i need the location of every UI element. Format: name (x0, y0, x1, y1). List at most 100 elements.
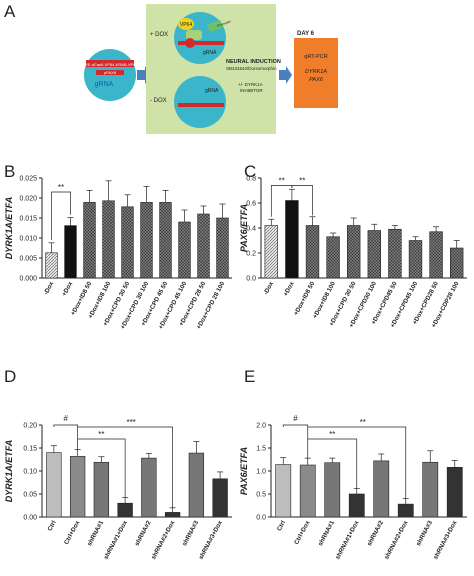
y-tick-label: 0.2 (246, 251, 256, 258)
bar (305, 225, 320, 279)
significance-label: ** (98, 430, 104, 439)
minus-grna-label: gRNA (205, 88, 219, 94)
y-tick-label: 0.0 (246, 276, 256, 283)
significance-label: ** (299, 177, 305, 186)
x-tick-label: -Dox (43, 280, 56, 296)
significance-label: # (64, 414, 69, 423)
cell-gene2-bar (96, 70, 124, 75)
krab-protein (185, 38, 195, 48)
y-tick-label: 0.8 (246, 176, 256, 183)
significance-bracket (51, 191, 71, 240)
plus-grna-label: gRNA (203, 50, 217, 56)
significance-bracket (77, 426, 173, 508)
bar (188, 452, 205, 518)
qrtpcr-label: qRT-PCR (304, 54, 327, 60)
bar (121, 206, 134, 279)
x-tick-label: -Dox (262, 280, 275, 296)
bar (216, 217, 229, 279)
bar (326, 236, 340, 279)
bar (83, 202, 96, 279)
bar (159, 202, 172, 279)
chart-e: 0.0 0.5 1.0 1.5 2.0 PAX6/ETFA Ctrl Ctrl+Dox shRN… (239, 414, 467, 561)
y-tick-label: 0.6 (246, 201, 256, 208)
panel-letter-d: D (4, 367, 17, 386)
x-tick-label: shRNA#1+Dox (334, 519, 361, 561)
significance-label: ** (360, 418, 366, 427)
y-tick-label: 0.00 (23, 515, 37, 522)
x-tick-label: Ctrl+Dox (63, 519, 82, 546)
y-tick-label: 0.005 (19, 256, 37, 263)
bar (348, 493, 365, 518)
inhibitor-line2: INHIBITOR (240, 88, 263, 93)
x-tick-label: Ctrl+Dox (293, 519, 312, 546)
significance-label: *** (126, 418, 135, 427)
bar (373, 460, 390, 518)
significance-label: ** (58, 183, 64, 192)
bar (178, 221, 191, 279)
bar (141, 457, 157, 518)
bar (69, 455, 86, 518)
schematic-diagram: TRE-dCas9-VP64-KRAB-VP64 pPAX6 gRNA + DO… (82, 4, 338, 134)
y-tick-label: 0.20 (23, 423, 37, 430)
y-axis-label: DYRK1A/ETFA (4, 197, 14, 260)
x-tick-label: shRNA#3+Dox (198, 519, 225, 561)
bar (64, 225, 77, 279)
cell-gene-label: TRE-dCas9-VP64-KRAB-VP64 (82, 62, 138, 67)
bar (93, 461, 110, 518)
vp64-label: VP64 (180, 22, 192, 28)
significance-bracket (77, 438, 126, 498)
dcas9-protein (186, 30, 202, 40)
y-tick-label: 0.5 (256, 492, 266, 499)
x-tick-label: shRNA#2+Dox (383, 519, 410, 561)
significance-bracket (282, 424, 309, 459)
x-tick-label: shRNA#1+Dox (103, 519, 130, 561)
bar (347, 225, 361, 279)
bar (212, 478, 228, 518)
cell-gene-bar (86, 60, 134, 67)
arrow-right-icon-2 (279, 66, 292, 84)
cell-grna-label: gRNA (95, 81, 114, 88)
chart-c: 0.0 0.2 0.4 0.6 0.8 PAX6/ETFA -Dox +Dox+Dox+ID8… (239, 176, 467, 329)
y-tick-label: 0.020 (19, 196, 37, 203)
bar (450, 247, 464, 279)
bar (422, 461, 439, 518)
bar (397, 503, 414, 518)
y-tick-label: 0.000 (19, 276, 37, 283)
dyrk1a-label: DYRK1A (305, 69, 327, 75)
bar (388, 228, 402, 279)
chart-b: 0.000 0.005 0.010 0.015 0.020 0.025 DYRK1A/ETF… (4, 176, 232, 330)
significance-bracket (307, 438, 358, 489)
x-tick-label: +Dox+ID8 50 (293, 280, 317, 317)
promoter-label: Promoter (217, 19, 233, 28)
x-tick-label: +Dox (282, 280, 296, 297)
y-tick-label: 0.010 (19, 236, 37, 243)
panel-letter-a: A (4, 2, 16, 21)
x-tick-label: shRNA#2 (134, 519, 153, 547)
bar (324, 462, 341, 518)
x-tick-label: shRNA#3 (415, 519, 434, 547)
y-tick-label: 0.015 (19, 216, 37, 223)
x-tick-label: Ctrl (276, 519, 287, 532)
x-tick-label: shRNA#1 (86, 519, 105, 547)
x-tick-label: shRNA#1 (317, 519, 336, 547)
vp64-protein (178, 18, 194, 30)
x-tick-label: shRNA#3+Dox (432, 519, 459, 561)
promoter-tag (207, 19, 223, 33)
bar (45, 252, 58, 279)
y-tick-label: 0.025 (19, 176, 37, 183)
y-axis-label: DYRK1A/ETFA (4, 440, 14, 503)
target-gene-bar (178, 41, 224, 45)
y-tick-label: 1.0 (256, 469, 266, 476)
panel-letter-e: E (244, 367, 256, 386)
significance-label: # (293, 414, 298, 423)
plus-dox-label: + DOX (150, 32, 168, 38)
x-tick-label: +Dox (61, 280, 75, 297)
bar (264, 225, 278, 279)
significance-bracket (53, 424, 78, 450)
minus-dox-label: - DOX (150, 98, 167, 104)
minus-gene-bar (178, 103, 224, 107)
y-tick-label: 2.0 (256, 423, 266, 430)
pax6-label: PAX6 (309, 77, 324, 83)
y-tick-label: 0.0 (256, 515, 266, 522)
bar (446, 467, 463, 518)
